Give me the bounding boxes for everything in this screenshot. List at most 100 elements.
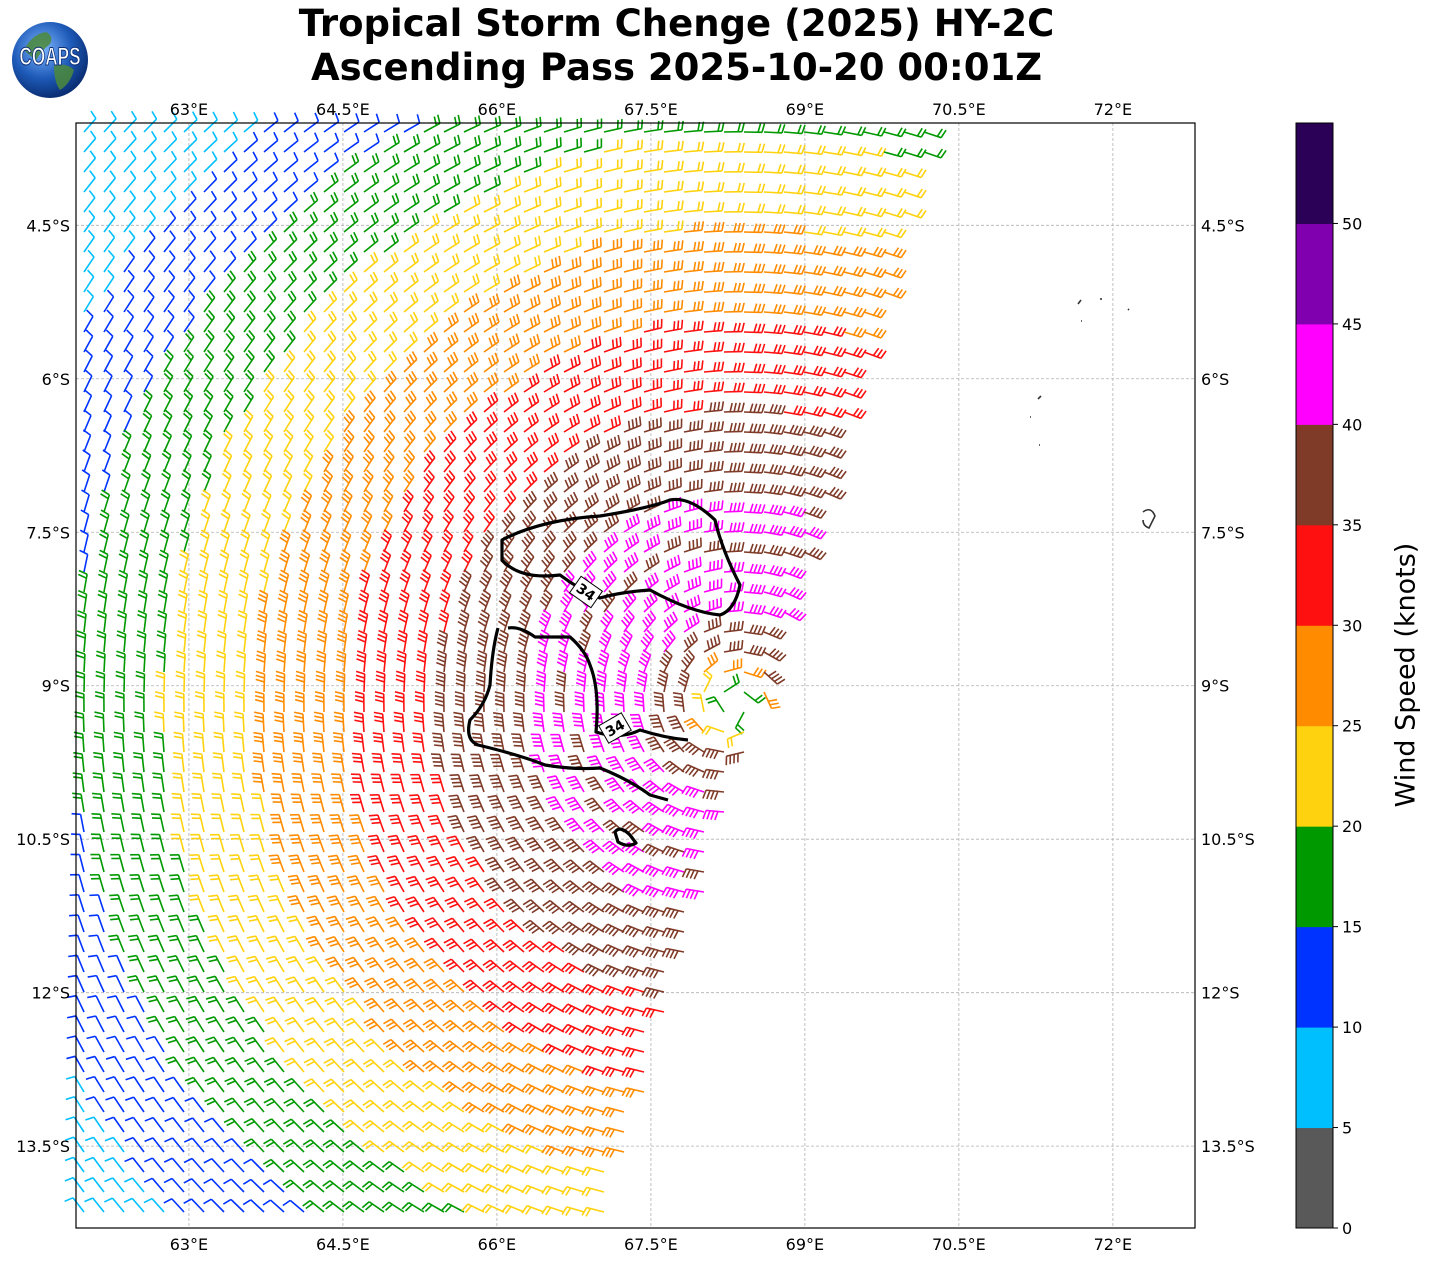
wind-barb	[643, 179, 664, 193]
wind-barb	[703, 634, 721, 653]
wind-barb	[64, 1197, 85, 1213]
wind-barb	[723, 362, 745, 373]
wind-barb	[621, 945, 645, 958]
wind-barb	[503, 411, 519, 433]
wind-barb	[140, 469, 151, 493]
wind-barb	[583, 394, 601, 413]
wind-barb	[443, 312, 459, 333]
lon-tick-label-bottom: 67.5°E	[624, 1235, 678, 1254]
wind-barb	[246, 935, 265, 953]
wind-barb	[723, 502, 745, 513]
wind-barb	[73, 751, 85, 773]
wind-barb	[143, 1177, 165, 1193]
wind-barb	[271, 772, 285, 793]
wind-barb	[95, 670, 106, 693]
wind-barb	[343, 310, 358, 333]
wind-barb	[743, 583, 766, 595]
wind-barb	[173, 731, 185, 753]
wind-barb	[503, 155, 522, 173]
wind-barb	[503, 313, 521, 333]
wind-barb	[495, 670, 506, 693]
wind-barb	[144, 1137, 165, 1153]
wind-barb	[501, 1204, 525, 1215]
wind-barb	[523, 353, 541, 373]
wind-barb	[743, 624, 767, 636]
wind-barb	[356, 650, 367, 673]
wind-barb	[87, 995, 105, 1013]
wind-barb	[663, 240, 684, 253]
wind-barb	[403, 212, 420, 233]
wind-barb	[643, 318, 663, 333]
wind-barb	[378, 589, 390, 613]
wind-barb	[603, 454, 621, 473]
wind-barb	[823, 125, 847, 136]
wind-barb	[561, 1003, 585, 1015]
wind-barb	[123, 1197, 145, 1213]
wind-barb	[463, 174, 481, 193]
wind-barb	[526, 795, 545, 813]
wind-barb	[290, 793, 305, 813]
wind-barb	[147, 954, 165, 973]
wind-barb	[621, 1087, 645, 1099]
wind-barb	[243, 111, 259, 133]
lon-tick-label-bottom: 69°E	[786, 1235, 824, 1254]
colorbar-segment	[1296, 524, 1333, 626]
wind-barb	[743, 123, 766, 134]
wind-barb	[441, 1060, 465, 1073]
wind-barb	[583, 355, 602, 373]
wind-barb	[683, 400, 704, 413]
wind-barb	[562, 530, 577, 553]
wind-barb	[803, 145, 827, 156]
wind-barb	[541, 530, 557, 553]
wind-barb	[548, 754, 565, 773]
wind-barb	[189, 874, 205, 893]
wind-barb	[383, 212, 400, 233]
wind-barb	[661, 845, 685, 858]
wind-barb	[883, 267, 907, 279]
wind-barb	[823, 486, 847, 500]
wind-barb	[312, 731, 325, 753]
wind-barb	[163, 369, 174, 393]
wind-barb	[160, 509, 171, 533]
wind-barb	[90, 853, 105, 873]
wind-barb	[169, 853, 185, 873]
wind-barb	[703, 460, 724, 473]
wind-barb	[303, 1057, 325, 1073]
wind-barb	[392, 732, 405, 753]
wind-barb	[523, 314, 541, 333]
wind-barb	[503, 234, 521, 253]
wind-barb	[604, 777, 625, 793]
wind-barb	[274, 691, 285, 713]
chart-title: Tropical Storm Chenge (2025) HY-2C Ascen…	[0, 2, 1353, 90]
wind-barb	[382, 1038, 405, 1053]
wind-barb	[235, 670, 246, 693]
wind-barb	[661, 630, 676, 653]
wind-barb	[426, 855, 445, 873]
wind-barb	[190, 813, 205, 833]
wind-barb	[72, 792, 85, 813]
wind-barb	[481, 1143, 505, 1153]
wind-barb	[198, 569, 209, 593]
wind-barb	[303, 389, 315, 413]
wind-barb	[503, 195, 522, 213]
wind-barb	[443, 292, 460, 313]
wind-barb	[335, 670, 346, 693]
wind-barb	[363, 1018, 385, 1033]
wind-barb	[302, 1139, 325, 1153]
wind-barb	[703, 421, 725, 433]
wind-barb	[497, 609, 511, 633]
wind-barb	[483, 313, 500, 333]
wind-barb	[563, 197, 582, 213]
wind-barb	[225, 995, 245, 1013]
wind-barb	[183, 309, 195, 333]
wind-barb	[263, 1077, 285, 1093]
wind-barb	[175, 670, 186, 693]
wind-barb	[623, 298, 643, 313]
wind-barb	[293, 731, 305, 753]
wind-barb	[283, 211, 298, 233]
wind-barb	[623, 337, 643, 353]
wind-barb	[350, 773, 365, 793]
wind-barb	[475, 670, 486, 693]
wind-barb	[683, 419, 704, 433]
